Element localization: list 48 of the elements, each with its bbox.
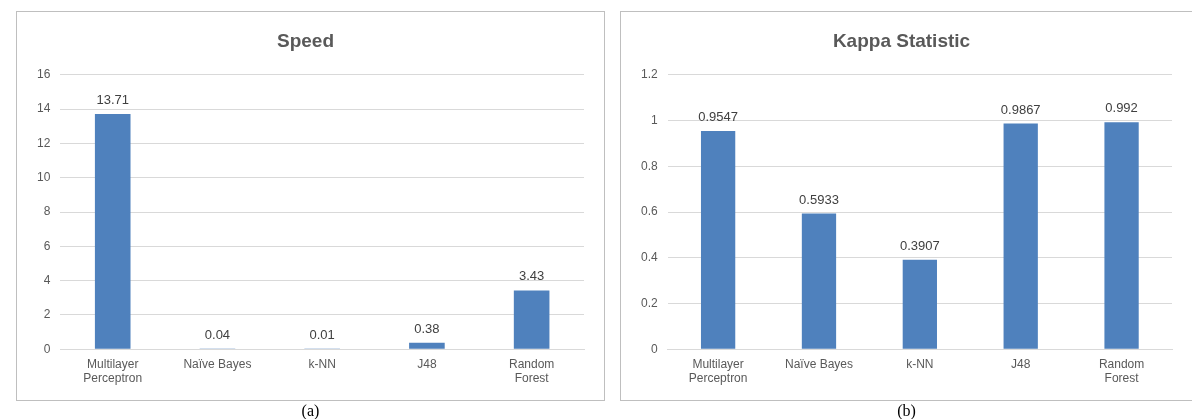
bar: [902, 259, 937, 349]
data-label: 0.992: [1105, 100, 1138, 116]
x-tick-label: Naïve Bayes: [784, 356, 853, 371]
y-tick-label: 10: [36, 170, 51, 185]
x-tick-label: k-NN: [308, 356, 336, 371]
data-label: 0.01: [309, 327, 335, 343]
text: (b): [896, 402, 917, 419]
bar: [801, 213, 837, 349]
data-label: 0.38: [414, 320, 440, 336]
y-tick-label: 14: [36, 101, 51, 116]
text: (a): [300, 402, 321, 419]
y-tick-label: 0: [650, 341, 658, 356]
y-tick-label: 0.8: [640, 158, 658, 173]
chart-title: Kappa Statistic: [832, 29, 971, 51]
x-tick-label: J48: [1011, 356, 1031, 371]
y-tick-label: 1: [650, 112, 658, 127]
data-label: 0.9547: [698, 108, 738, 124]
x-tick-label: J48: [417, 356, 437, 371]
bar: [409, 342, 445, 349]
x-tick-label: k-NN: [906, 356, 934, 371]
y-tick-label: 0.4: [640, 250, 658, 265]
x-tick-label: Multilayer Perceptron: [83, 356, 143, 386]
bar: [1104, 122, 1139, 349]
x-tick-label: Multilayer Perceptron: [688, 356, 748, 386]
bar: [513, 290, 550, 349]
data-label: 3.43: [518, 268, 545, 284]
bar: [94, 114, 131, 349]
y-tick-label: 1.2: [640, 67, 658, 82]
y-tick-label: 2: [43, 307, 51, 322]
data-label: 0.9867: [1000, 101, 1041, 117]
y-tick-label: 0.2: [640, 295, 658, 310]
x-tick-label: Naïve Bayes: [183, 356, 252, 371]
y-tick-label: 16: [36, 67, 51, 82]
bar: [700, 130, 736, 349]
data-label: 0.3907: [899, 237, 940, 253]
x-tick-label: Random Forest: [508, 356, 555, 386]
bar: [1003, 123, 1038, 349]
data-label: 0.04: [204, 326, 231, 342]
y-tick-label: 0: [43, 341, 51, 356]
chart-title: Speed: [276, 29, 335, 51]
y-tick-label: 4: [43, 272, 51, 287]
y-tick-label: 8: [43, 204, 51, 219]
y-tick-label: 0.6: [640, 204, 658, 219]
y-tick-label: 12: [36, 135, 51, 150]
x-tick-label: Random Forest: [1098, 356, 1145, 386]
data-label: 0.5933: [799, 191, 839, 207]
data-label: 13.71: [96, 92, 129, 108]
y-tick-label: 6: [43, 238, 51, 253]
